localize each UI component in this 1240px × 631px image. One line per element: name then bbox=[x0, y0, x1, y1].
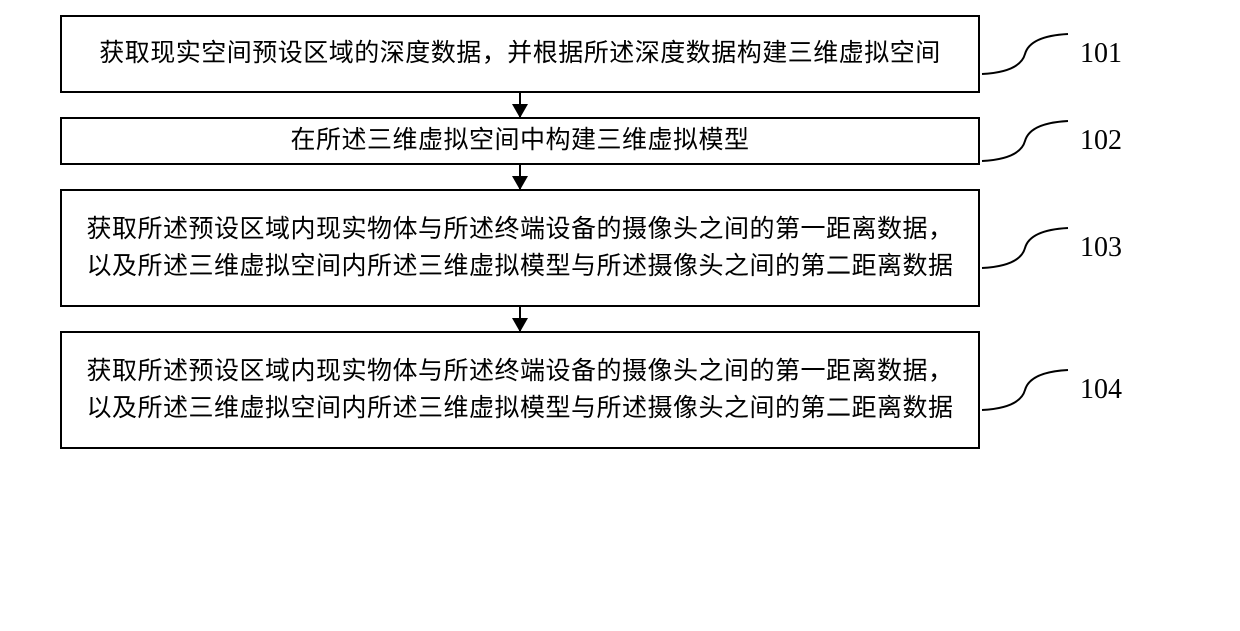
connector-cell bbox=[60, 93, 980, 117]
leader-curve bbox=[980, 360, 1070, 420]
step-label-cell: 102 bbox=[980, 117, 1180, 165]
connector-cell bbox=[60, 165, 980, 189]
step-box-104: 获取所述预设区域内现实物体与所述终端设备的摄像头之间的第一距离数据，以及所述三维… bbox=[60, 331, 980, 449]
leader-curve bbox=[980, 24, 1070, 84]
flow-step: 获取所述预设区域内现实物体与所述终端设备的摄像头之间的第一距离数据，以及所述三维… bbox=[60, 331, 1180, 449]
connector-cell bbox=[60, 307, 980, 331]
flowchart-container: 获取现实空间预设区域的深度数据，并根据所述深度数据构建三维虚拟空间 101 在所… bbox=[60, 15, 1180, 449]
step-label-cell: 104 bbox=[980, 331, 1180, 449]
step-box-101: 获取现实空间预设区域的深度数据，并根据所述深度数据构建三维虚拟空间 bbox=[60, 15, 980, 93]
leader-curve bbox=[980, 218, 1070, 278]
connector-row bbox=[60, 165, 1180, 189]
step-text: 获取所述预设区域内现实物体与所述终端设备的摄像头之间的第一距离数据，以及所述三维… bbox=[82, 353, 958, 428]
step-number: 102 bbox=[1080, 125, 1122, 157]
flow-step: 获取所述预设区域内现实物体与所述终端设备的摄像头之间的第一距离数据，以及所述三维… bbox=[60, 189, 1180, 307]
step-box-103: 获取所述预设区域内现实物体与所述终端设备的摄像头之间的第一距离数据，以及所述三维… bbox=[60, 189, 980, 307]
step-number: 103 bbox=[1080, 232, 1122, 264]
step-text: 获取所述预设区域内现实物体与所述终端设备的摄像头之间的第一距离数据，以及所述三维… bbox=[82, 211, 958, 286]
leader-curve bbox=[980, 111, 1070, 171]
step-text: 获取现实空间预设区域的深度数据，并根据所述深度数据构建三维虚拟空间 bbox=[99, 35, 941, 73]
step-box-102: 在所述三维虚拟空间中构建三维虚拟模型 bbox=[60, 117, 980, 165]
step-text: 在所述三维虚拟空间中构建三维虚拟模型 bbox=[290, 122, 749, 160]
flow-step: 获取现实空间预设区域的深度数据，并根据所述深度数据构建三维虚拟空间 101 bbox=[60, 15, 1180, 93]
arrow-down-icon bbox=[519, 165, 521, 189]
step-number: 104 bbox=[1080, 374, 1122, 406]
step-number: 101 bbox=[1080, 38, 1122, 70]
arrow-down-icon bbox=[519, 93, 521, 117]
connector-row bbox=[60, 307, 1180, 331]
arrow-down-icon bbox=[519, 307, 521, 331]
step-label-cell: 103 bbox=[980, 189, 1180, 307]
step-label-cell: 101 bbox=[980, 15, 1180, 93]
flow-step: 在所述三维虚拟空间中构建三维虚拟模型 102 bbox=[60, 117, 1180, 165]
